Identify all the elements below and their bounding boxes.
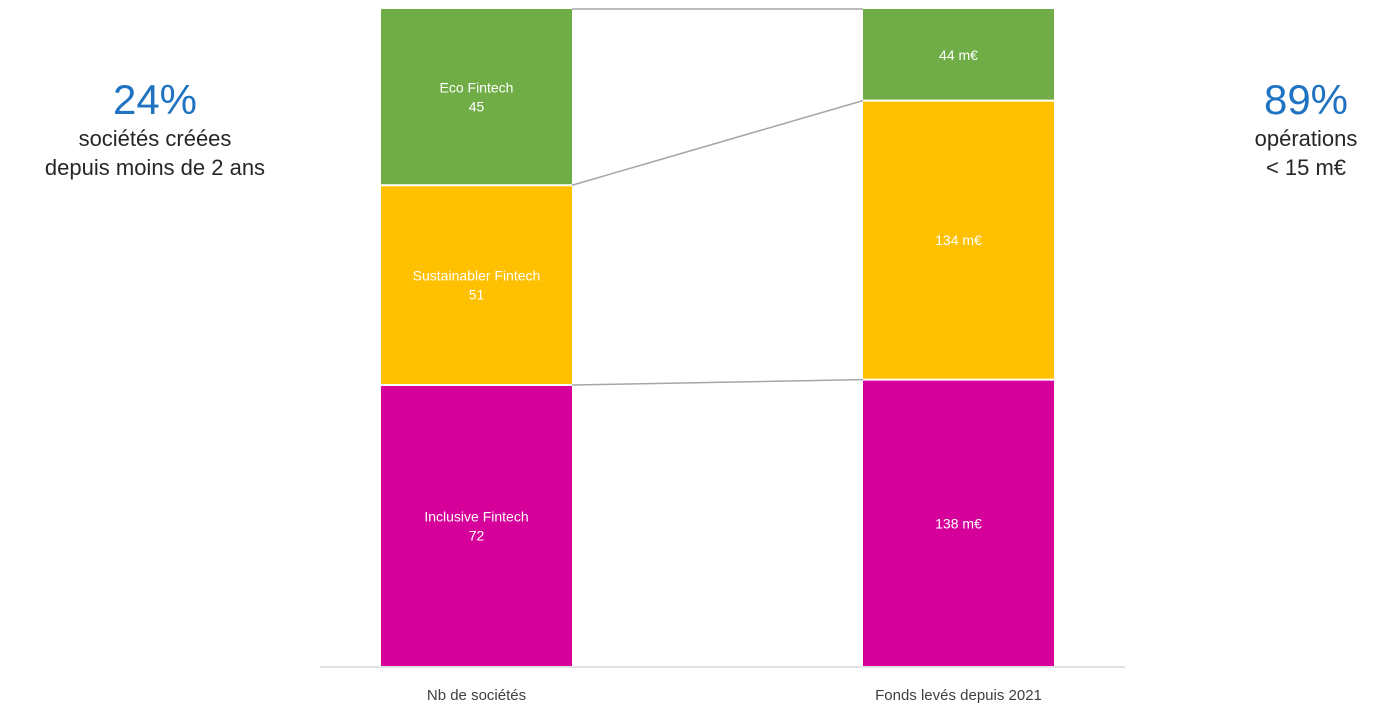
kpi-companies-value: 24%: [112, 76, 198, 123]
bar-sustainabler-fintech-funds: [863, 101, 1054, 379]
bar-inclusive-fintech-funds: [863, 380, 1054, 666]
bar-eco-fintech-companies: [381, 9, 572, 185]
data-label-eco-fintech-companies: Eco Fintech 45: [440, 80, 514, 115]
kpi-operations-value: 89%: [1263, 76, 1349, 123]
data-label-sustainabler-fintech-funds: 134 m€: [935, 232, 982, 248]
kpi-operations-label-line1: opérations: [1254, 126, 1358, 151]
series-line-0: [571, 378, 864, 386]
data-label-inclusive-fintech-funds: 138 m€: [935, 515, 982, 531]
bar-inclusive-fintech-companies: [381, 386, 572, 666]
data-label-eco-fintech-funds: 44 m€: [939, 47, 978, 63]
x-tick-label-funds: Fonds levés depuis 2021: [875, 687, 1042, 704]
bar-sustainabler-fintech-companies: [381, 186, 572, 384]
kpi-companies: 24% sociétés créées depuis moins de 2 an…: [0, 76, 310, 182]
kpi-operations: 89% opérations < 15 m€: [1218, 76, 1394, 182]
kpi-companies-label-line1: sociétés créées: [78, 126, 232, 151]
kpi-companies-label-line2: depuis moins de 2 ans: [44, 155, 266, 180]
x-tick-label-companies: Nb de sociétés: [427, 687, 526, 704]
data-label-inclusive-fintech-companies: Inclusive Fintech 72: [424, 509, 528, 544]
series-line-1: [571, 99, 864, 186]
kpi-operations-label-line2: < 15 m€: [1265, 155, 1347, 180]
data-label-sustainabler-fintech-companies: Sustainabler Fintech 51: [413, 268, 541, 303]
bar-eco-fintech-funds: [863, 9, 1054, 100]
